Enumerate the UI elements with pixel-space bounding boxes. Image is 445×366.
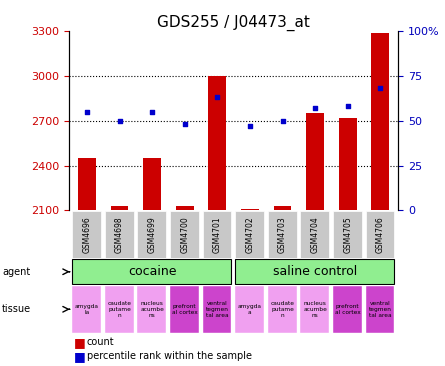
FancyBboxPatch shape [235, 259, 394, 284]
Point [377, 86, 384, 92]
Text: prefront
al cortex: prefront al cortex [172, 304, 198, 315]
Text: GSM4706: GSM4706 [376, 216, 385, 253]
Point [149, 109, 156, 115]
Text: GSM4698: GSM4698 [115, 216, 124, 253]
Title: GDS255 / J04473_at: GDS255 / J04473_at [157, 15, 310, 31]
Text: nucleus
acumbe
ns: nucleus acumbe ns [140, 301, 164, 318]
FancyBboxPatch shape [202, 287, 231, 333]
FancyBboxPatch shape [235, 287, 264, 333]
Bar [110, 206, 129, 210]
Point [214, 94, 221, 100]
Bar [339, 118, 357, 210]
FancyBboxPatch shape [72, 212, 101, 258]
Text: GSM4696: GSM4696 [82, 216, 91, 253]
FancyBboxPatch shape [333, 287, 362, 333]
Point [247, 123, 254, 129]
FancyBboxPatch shape [202, 212, 231, 258]
Point [312, 105, 319, 111]
FancyBboxPatch shape [72, 287, 101, 333]
FancyBboxPatch shape [333, 212, 362, 258]
Text: ventral
tegmen
tal area: ventral tegmen tal area [369, 301, 392, 318]
FancyBboxPatch shape [366, 287, 394, 333]
Bar [143, 158, 161, 210]
FancyBboxPatch shape [366, 212, 394, 258]
Text: GSM4699: GSM4699 [148, 216, 157, 253]
FancyBboxPatch shape [170, 212, 199, 258]
Text: nucleus
acumbe
ns: nucleus acumbe ns [303, 301, 327, 318]
Bar [241, 209, 259, 210]
Bar [176, 206, 194, 210]
FancyBboxPatch shape [170, 287, 199, 333]
Text: tissue: tissue [2, 304, 31, 314]
FancyBboxPatch shape [72, 259, 231, 284]
Point [83, 109, 90, 115]
Text: GSM4704: GSM4704 [311, 216, 320, 253]
Text: caudate
putame
n: caudate putame n [271, 301, 295, 318]
Bar [372, 33, 389, 210]
Text: caudate
putame
n: caudate putame n [108, 301, 132, 318]
Text: cocaine: cocaine [128, 265, 176, 278]
Text: GSM4700: GSM4700 [180, 216, 189, 253]
Text: ■: ■ [73, 350, 85, 363]
Point [116, 118, 123, 124]
Bar [78, 158, 96, 210]
Text: GSM4705: GSM4705 [343, 216, 352, 253]
Point [279, 118, 286, 124]
Text: ventral
tegmen
tal area: ventral tegmen tal area [206, 301, 229, 318]
Text: prefront
al cortex: prefront al cortex [335, 304, 360, 315]
Bar [274, 206, 291, 210]
Bar [306, 113, 324, 210]
Text: saline control: saline control [273, 265, 357, 278]
FancyBboxPatch shape [105, 287, 134, 333]
FancyBboxPatch shape [235, 212, 264, 258]
FancyBboxPatch shape [268, 287, 296, 333]
Text: agent: agent [2, 267, 30, 277]
Text: GSM4702: GSM4702 [246, 216, 255, 253]
Text: amygda
a: amygda a [238, 304, 262, 315]
Text: GSM4701: GSM4701 [213, 216, 222, 253]
FancyBboxPatch shape [105, 212, 134, 258]
Point [181, 122, 188, 127]
Text: count: count [87, 337, 114, 347]
FancyBboxPatch shape [300, 287, 329, 333]
Text: amygda
la: amygda la [75, 304, 99, 315]
FancyBboxPatch shape [268, 212, 296, 258]
Text: GSM4703: GSM4703 [278, 216, 287, 253]
FancyBboxPatch shape [300, 212, 329, 258]
Text: percentile rank within the sample: percentile rank within the sample [87, 351, 252, 361]
Text: ■: ■ [73, 336, 85, 349]
Point [344, 104, 351, 109]
FancyBboxPatch shape [138, 287, 166, 333]
FancyBboxPatch shape [138, 212, 166, 258]
Bar [208, 76, 227, 210]
